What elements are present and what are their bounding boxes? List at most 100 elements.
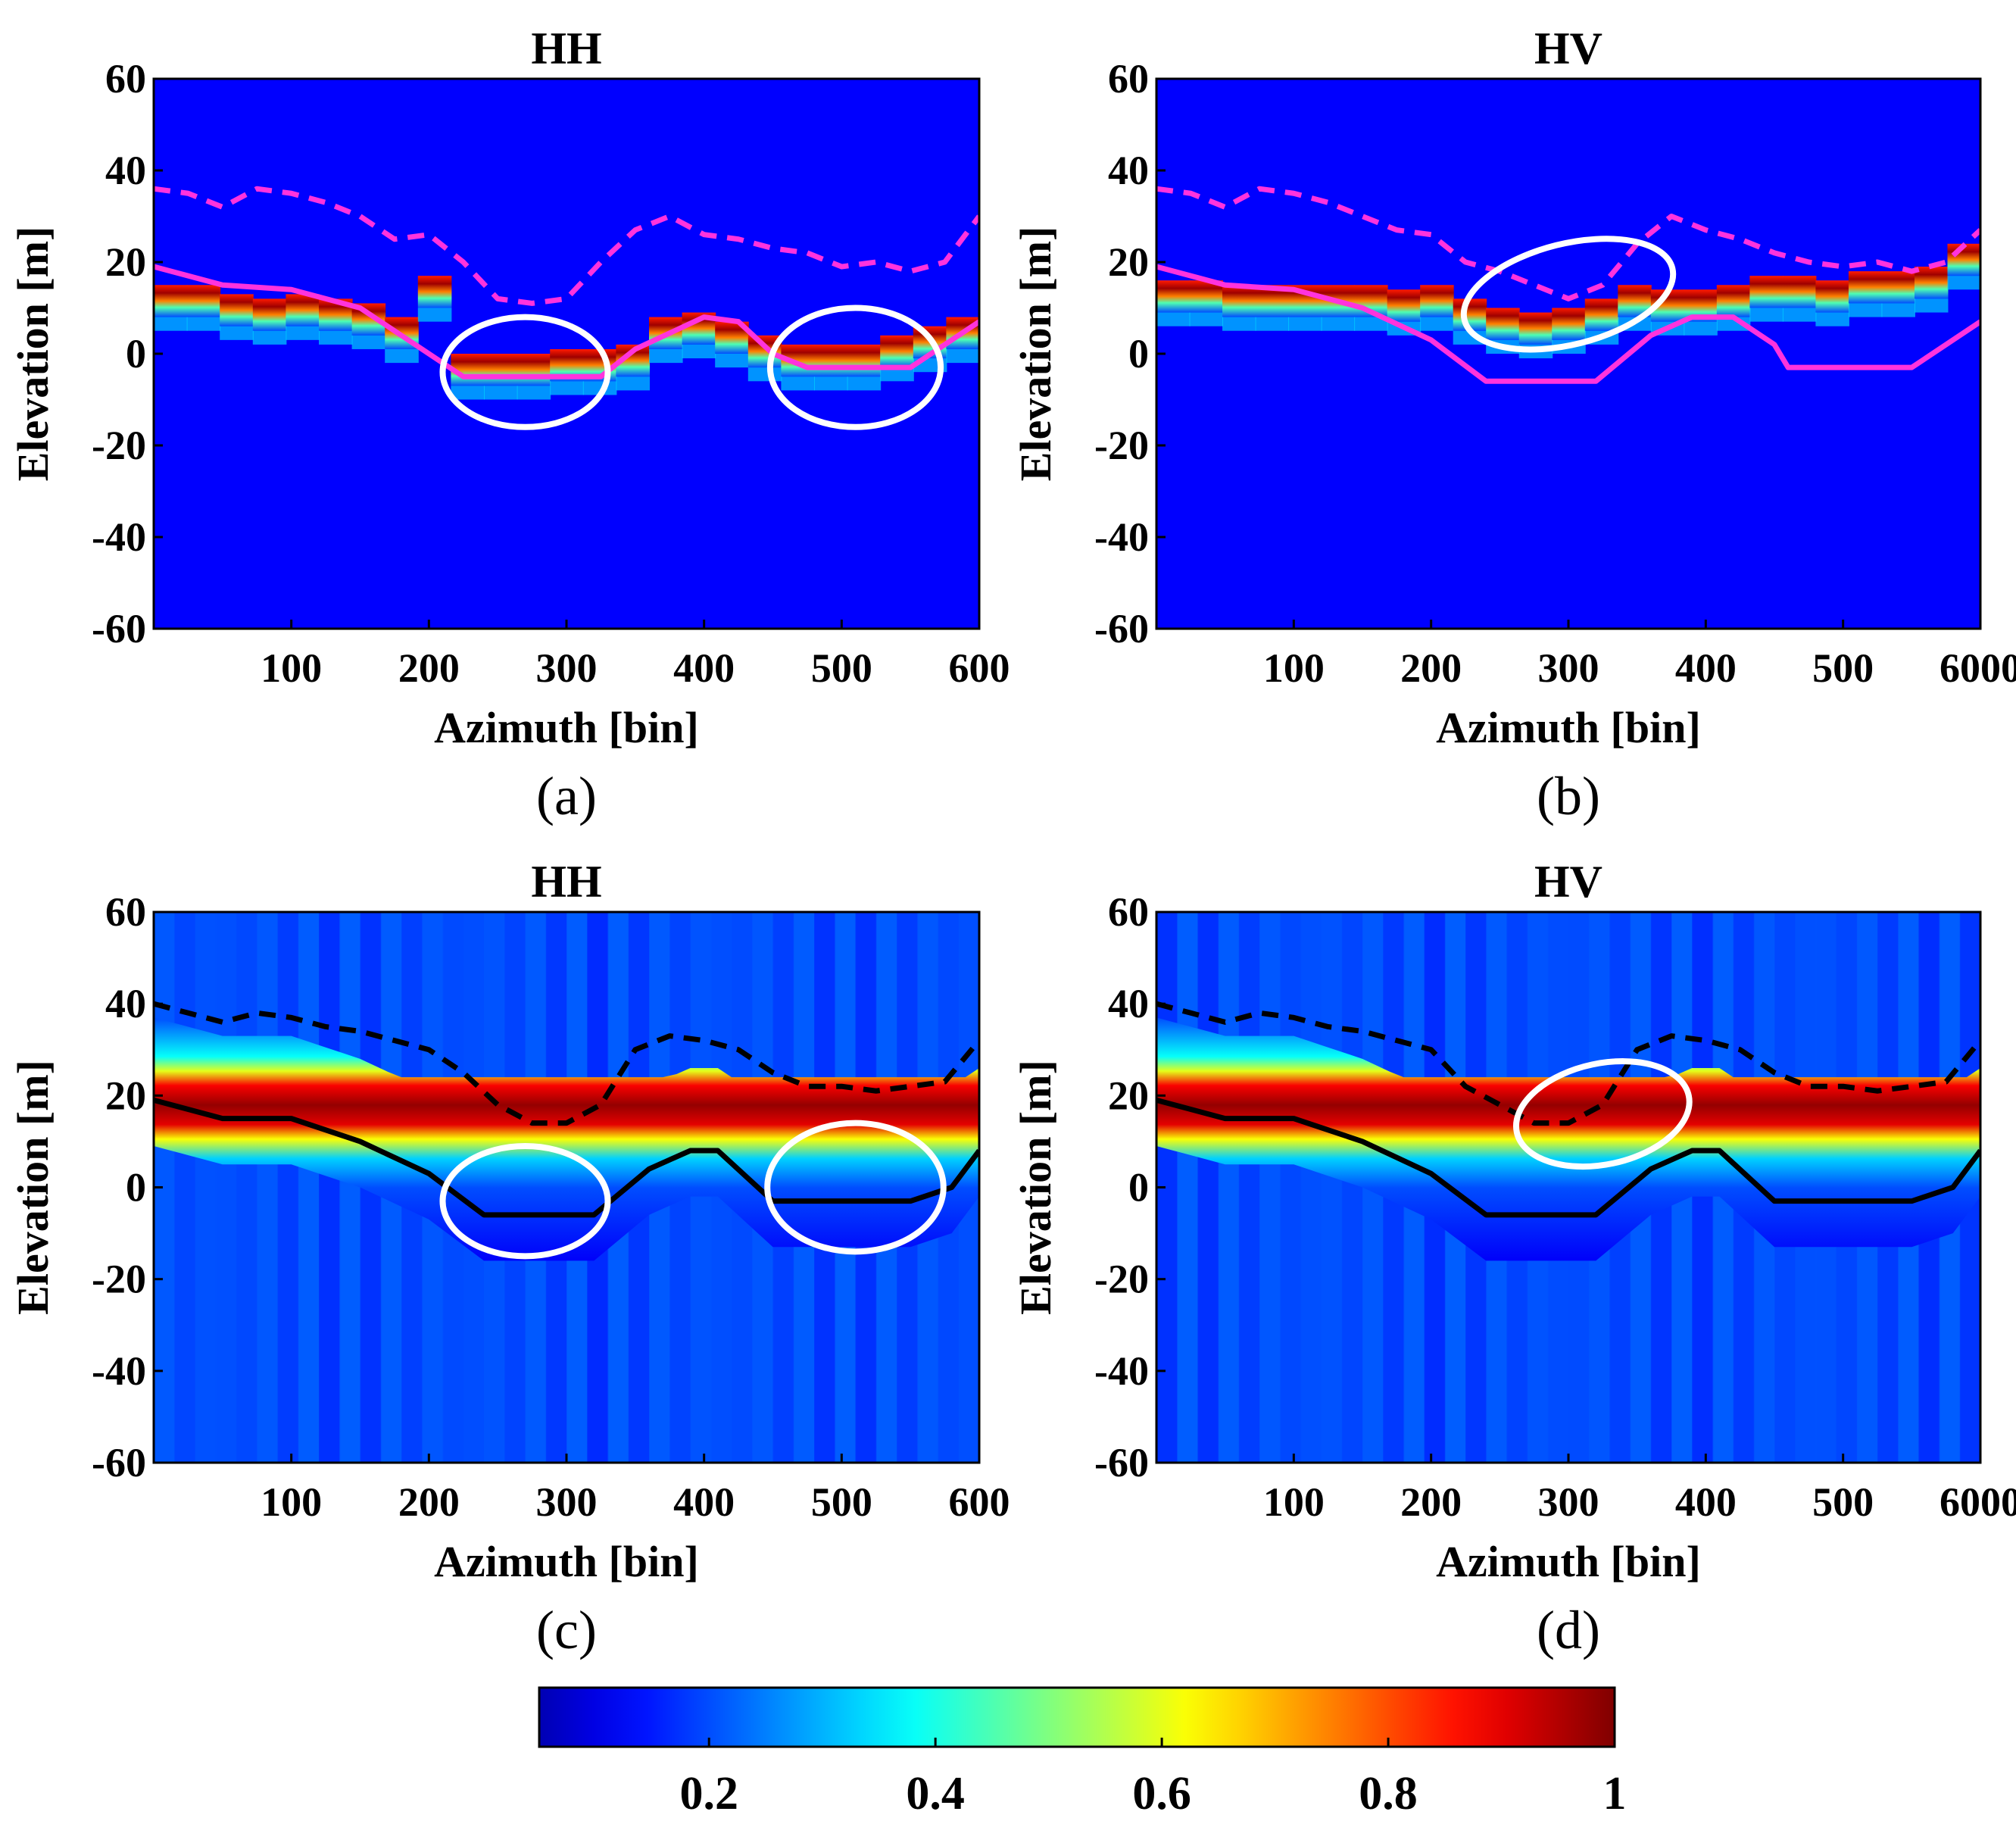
- heatmap-cell: [1420, 317, 1454, 331]
- y-axis-label: Elevation [m]: [1011, 1060, 1060, 1315]
- plot-area: [154, 79, 979, 629]
- panel-caption: (b): [1537, 766, 1600, 826]
- heatmap-cell: [550, 381, 584, 395]
- heatmap-cell: [1749, 308, 1784, 322]
- colorbar-gradient: [538, 1686, 1616, 1748]
- heatmap-cell: [1947, 243, 1980, 276]
- x-tick-label: 400: [1675, 1479, 1737, 1525]
- y-tick-label: -60: [92, 1440, 146, 1485]
- y-tick-label: -60: [92, 606, 146, 651]
- x-tick-label: 6000: [1940, 1479, 2016, 1525]
- chart-title: HV: [1534, 23, 1603, 73]
- highlight-ellipse: [1512, 1058, 1693, 1170]
- x-tick-label: 100: [1263, 1479, 1325, 1525]
- x-tick-label: 400: [1675, 645, 1737, 691]
- colorbar: 0.2 0.4 0.6 0.8 1: [538, 1686, 1627, 1819]
- heatmap-column: [1280, 912, 1302, 1463]
- colorbar-tick-label: 0.8: [1359, 1768, 1418, 1819]
- heatmap-cell: [814, 376, 848, 391]
- x-tick-label: 300: [536, 645, 598, 691]
- heatmap-column: [236, 912, 258, 1463]
- heatmap-column: [1300, 912, 1322, 1463]
- heatmap-cell: [1881, 271, 1915, 304]
- y-tick-label: -60: [1094, 1440, 1149, 1485]
- y-tick-label: 20: [105, 239, 146, 285]
- heatmap-cell: [1584, 298, 1619, 331]
- heatmap-cell: [946, 348, 979, 364]
- heatmap-cell: [715, 354, 749, 368]
- y-tick-label: 0: [1128, 331, 1149, 376]
- heatmap-cell: [1848, 271, 1883, 304]
- panel-caption: (c): [536, 1600, 597, 1660]
- heatmap-cell: [484, 386, 518, 400]
- x-tick-label: 300: [1538, 1479, 1599, 1525]
- heatmap-cell: [1387, 289, 1421, 322]
- heatmap-column: [1177, 912, 1199, 1463]
- heatmap-cell: [1189, 312, 1224, 326]
- heatmap-column: [1341, 912, 1363, 1463]
- heatmap-column: [195, 912, 217, 1463]
- panel-caption: (a): [536, 766, 597, 826]
- ground-height-line: [1156, 1098, 1980, 1218]
- canopy-height-line: [154, 1001, 979, 1126]
- x-tick-label: 200: [1400, 1479, 1462, 1525]
- ground-height-line: [1156, 264, 1980, 384]
- heatmap-cell: [747, 367, 782, 382]
- x-tick-label: 500: [811, 1479, 872, 1525]
- heatmap-column: [1218, 912, 1240, 1463]
- heatmap-cell: [1321, 317, 1356, 331]
- heatmap-cell: [220, 326, 254, 340]
- heatmap-cell: [682, 344, 716, 359]
- highlight-ellipse: [764, 1120, 947, 1255]
- x-tick-label: 100: [261, 645, 322, 691]
- heatmap-cell: [1156, 312, 1191, 326]
- heatmap-cell: [319, 330, 353, 345]
- plot-area: [1156, 79, 1980, 629]
- y-axis-label: Elevation [m]: [8, 226, 58, 482]
- y-tick-label: -40: [1094, 514, 1149, 560]
- heatmap-column: [319, 912, 341, 1463]
- y-tick-label: 60: [1108, 889, 1149, 935]
- x-tick-label: 500: [1812, 1479, 1874, 1525]
- canopy-height-line: [1156, 1001, 1980, 1126]
- y-tick-label: -20: [1094, 423, 1149, 468]
- y-tick-label: 40: [105, 148, 146, 193]
- heatmap-cell: [154, 285, 188, 317]
- y-tick-label: 0: [126, 1165, 146, 1210]
- heatmap-cell: [1222, 317, 1256, 331]
- heatmap-cell: [880, 367, 914, 382]
- colorbar-tick-label: 0.6: [1132, 1768, 1191, 1819]
- y-tick-label: 0: [1128, 1165, 1149, 1210]
- heatmap-cell: [186, 285, 221, 317]
- x-tick-label: 100: [261, 1479, 322, 1525]
- heatmap-cell: [1222, 285, 1256, 317]
- heatmap-cell: [1189, 280, 1224, 313]
- x-tick-label: 500: [811, 645, 872, 691]
- x-tick-label: 500: [1812, 645, 1874, 691]
- x-tick-label: 400: [673, 1479, 735, 1525]
- heatmap-column: [298, 912, 320, 1463]
- heatmap-cell: [1156, 280, 1191, 313]
- x-tick-label: 400: [673, 645, 735, 691]
- heatmap-cell: [880, 335, 914, 368]
- heatmap-column: [1238, 912, 1260, 1463]
- chart-title: HH: [531, 23, 601, 73]
- heatmap-cell: [286, 294, 320, 326]
- heatmap-cell: [1848, 303, 1883, 317]
- canopy-height-line: [1156, 186, 1980, 301]
- y-tick-label: 40: [1108, 148, 1149, 193]
- heatmap-cell: [417, 276, 452, 308]
- x-axis-label: Azimuth [bin]: [434, 1537, 699, 1586]
- heatmap-column: [1197, 912, 1219, 1463]
- y-tick-label: -20: [92, 423, 146, 468]
- x-tick-label: 600: [949, 645, 1010, 691]
- chart-title: HH: [531, 857, 601, 907]
- heatmap-cell: [781, 376, 815, 391]
- heatmap-cell: [1782, 276, 1817, 308]
- heatmap-cell: [1716, 285, 1751, 317]
- heatmap-cell: [847, 344, 882, 377]
- heatmap-cell: [1518, 312, 1553, 345]
